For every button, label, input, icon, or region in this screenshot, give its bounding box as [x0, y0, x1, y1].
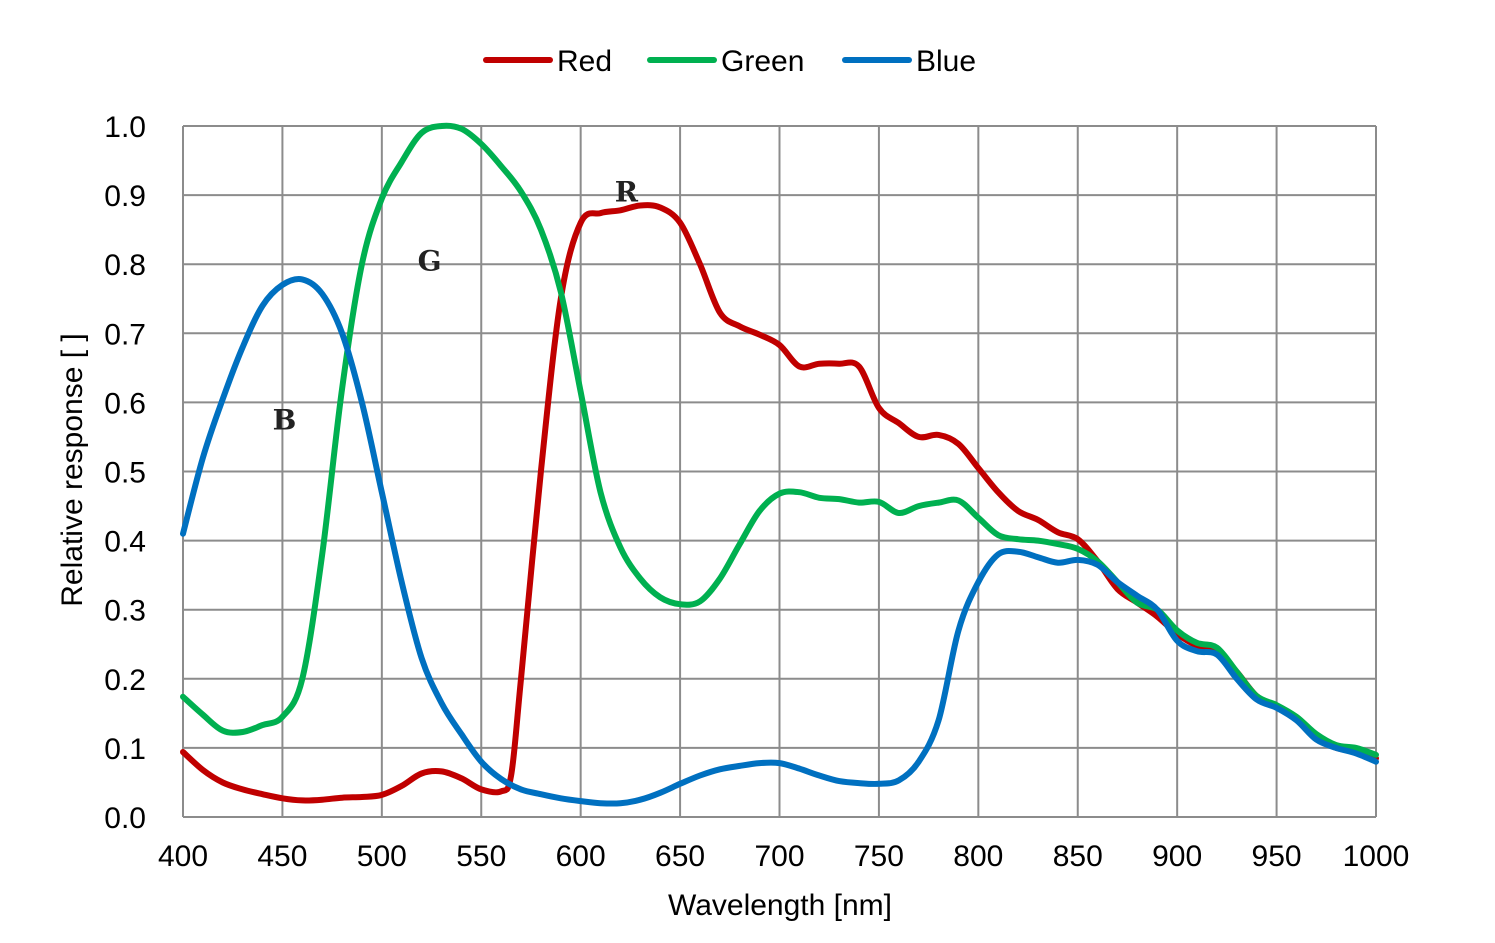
- y-tick-labels: 0.0 0.1 0.2 0.3 0.4 0.5 0.6 0.7 0.8 0.9 1.0: [104, 111, 146, 835]
- legend-item-red: Red: [483, 45, 612, 78]
- x-axis-title: Wavelength [nm]: [668, 889, 892, 922]
- x-tick-label: 900: [1152, 840, 1202, 873]
- y-tick-label: 1.0: [104, 111, 146, 144]
- y-tick-label: 0.5: [104, 457, 146, 490]
- legend-label: Green: [721, 45, 804, 78]
- series-line-green: [180, 122, 1379, 758]
- x-tick-label: 950: [1252, 840, 1302, 873]
- x-tick-label: 700: [754, 840, 804, 873]
- y-tick-label: 0.3: [104, 595, 146, 628]
- legend-item-blue: Blue: [842, 45, 976, 78]
- legend-label: Red: [557, 45, 612, 78]
- curve-annotation-b: B: [273, 404, 297, 437]
- x-tick-label: 800: [953, 840, 1003, 873]
- legend-item-green: Green: [647, 45, 804, 78]
- y-tick-label: 0.8: [104, 249, 146, 282]
- y-tick-label: 0.9: [104, 180, 146, 213]
- x-tick-label: 600: [556, 840, 606, 873]
- legend-label: Blue: [916, 45, 976, 78]
- x-tick-label: 850: [1053, 840, 1103, 873]
- y-tick-label: 0.2: [104, 664, 146, 697]
- x-tick-labels: 400 450 500 550 600 650 700 750 800 850 900 950 1000: [158, 840, 1409, 873]
- y-tick-label: 0.6: [104, 387, 146, 420]
- series-lines: [180, 122, 1379, 807]
- legend: Red Green Blue: [483, 45, 976, 78]
- y-tick-label: 0.1: [104, 733, 146, 766]
- annotations: B G R: [273, 176, 639, 437]
- x-tick-label: 650: [655, 840, 705, 873]
- y-tick-label: 0.0: [104, 802, 146, 835]
- x-tick-label: 1000: [1343, 840, 1410, 873]
- series-line-blue: [180, 276, 1379, 807]
- curve-annotation-g: G: [418, 245, 442, 278]
- curve-annotation-r: R: [615, 176, 639, 209]
- y-tick-label: 0.4: [104, 526, 146, 559]
- x-tick-label: 500: [357, 840, 407, 873]
- x-tick-label: 550: [456, 840, 506, 873]
- y-axis-title: Relative response [ ]: [56, 333, 89, 606]
- grid: [182, 125, 1377, 818]
- y-tick-label: 0.7: [104, 318, 146, 351]
- x-tick-label: 400: [158, 840, 208, 873]
- x-tick-label: 450: [257, 840, 307, 873]
- x-tick-label: 750: [854, 840, 904, 873]
